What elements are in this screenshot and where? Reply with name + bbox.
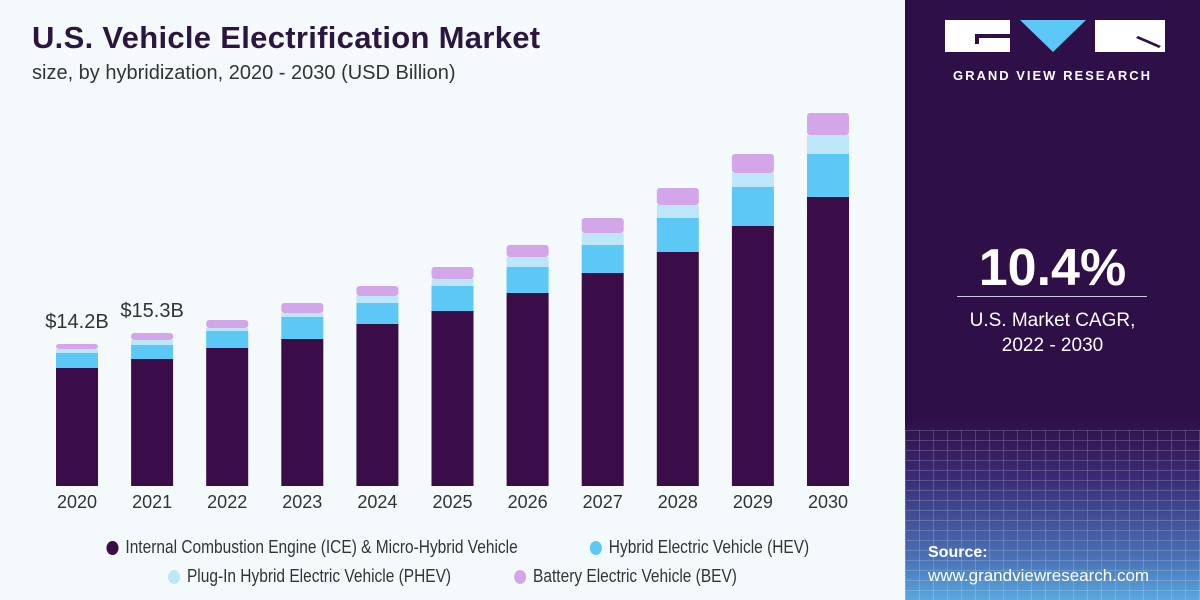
x-tick-label: 2026 — [508, 492, 548, 512]
legend-item-bev: Battery Electric Vehicle (BEV) — [513, 566, 737, 587]
bar-segment-ice-2028 — [656, 252, 699, 486]
x-tick-label: 2025 — [432, 492, 472, 512]
bar-segment-hev-2021 — [131, 345, 174, 359]
legend-item-ice: Internal Combustion Engine (ICE) & Micro… — [106, 537, 518, 558]
bar-segment-ice-2020 — [56, 368, 98, 486]
bar-segment-bev-2028 — [656, 188, 699, 205]
legend-swatch-hev — [589, 540, 602, 555]
x-tick-label: 2022 — [207, 492, 247, 512]
bar-segment-bev-2024 — [356, 286, 399, 296]
bar-segment-ice-2030 — [807, 197, 849, 486]
data-label-total: $15.3B — [120, 300, 183, 322]
bar-segment-ice-2022 — [206, 348, 249, 486]
divider — [957, 296, 1147, 297]
bar-segment-bev-2030 — [807, 113, 849, 135]
bar-segment-hev-2025 — [431, 286, 474, 311]
x-tick-label: 2020 — [57, 492, 97, 512]
legend-row-2: Plug-In Hybrid Electric Vehicle (PHEV) B… — [0, 566, 900, 589]
bar-segment-ice-2024 — [356, 324, 399, 486]
bar-segment-bev-2027 — [581, 218, 624, 233]
side-panel: GRAND VIEW RESEARCH 10.4% U.S. Market CA… — [905, 0, 1200, 600]
bar-segment-ice-2023 — [281, 339, 324, 486]
bar-segment-hev-2020 — [56, 353, 98, 368]
cagr-label: U.S. Market CAGR, 2022 - 2030 — [905, 308, 1200, 358]
bar-segment-phev-2026 — [506, 257, 549, 267]
cagr-label-line-2: 2022 - 2030 — [1001, 335, 1104, 356]
legend-swatch-bev — [513, 569, 526, 584]
bar-segment-bev-2026 — [506, 245, 549, 257]
bar-segment-hev-2027 — [581, 245, 624, 273]
bar-segment-ice-2026 — [506, 293, 549, 486]
x-tick-label: 2023 — [282, 492, 322, 512]
bar-segment-phev-2024 — [356, 296, 399, 303]
chart-title: U.S. Vehicle Electrification Market — [32, 20, 541, 55]
bar-segment-phev-2023 — [281, 313, 324, 317]
x-tick-label: 2024 — [357, 492, 397, 512]
bar-segment-ice-2027 — [581, 273, 624, 486]
bar-segment-phev-2022 — [206, 328, 249, 331]
bar-segment-ice-2025 — [431, 311, 474, 486]
bar-segment-hev-2029 — [731, 187, 774, 226]
bar-segment-bev-2022 — [206, 320, 249, 328]
grand-view-research-logo — [945, 20, 1165, 52]
bar-segment-bev-2029 — [731, 154, 774, 173]
x-tick-label: 2029 — [733, 492, 773, 512]
source-url[interactable]: www.grandviewresearch.com — [928, 566, 1150, 585]
bar-segment-hev-2022 — [206, 331, 249, 348]
legend-swatch-phev — [168, 569, 181, 584]
bar-segment-phev-2025 — [431, 279, 474, 286]
bar-segment-bev-2021 — [131, 333, 174, 340]
legend-item-hev: Hybrid Electric Vehicle (HEV) — [589, 537, 810, 558]
brand-name: GRAND VIEW RESEARCH — [952, 68, 1153, 83]
x-tick-label: 2021 — [132, 492, 172, 512]
bar-segment-bev-2023 — [281, 303, 324, 313]
bar-segment-phev-2021 — [131, 340, 174, 345]
bar-segment-hev-2030 — [807, 154, 849, 197]
bar-segment-phev-2030 — [807, 135, 849, 154]
bar-segment-phev-2028 — [656, 205, 699, 218]
chart-subtitle: size, by hybridization, 2020 - 2030 (USD… — [32, 62, 456, 84]
bar-segment-phev-2027 — [581, 233, 624, 245]
legend-label: Plug-In Hybrid Electric Vehicle (PHEV) — [187, 566, 452, 586]
bar-segment-hev-2028 — [656, 218, 699, 252]
legend-swatch-ice — [106, 540, 119, 555]
legend-row-1: Internal Combustion Engine (ICE) & Micro… — [0, 537, 900, 560]
legend-label: Hybrid Electric Vehicle (HEV) — [608, 537, 810, 557]
decorative-grid — [905, 430, 1200, 600]
legend-item-phev: Plug-In Hybrid Electric Vehicle (PHEV) — [168, 566, 451, 587]
bar-segment-hev-2023 — [281, 317, 324, 339]
source-label: Source: — [928, 544, 988, 561]
bar-segment-hev-2026 — [506, 267, 549, 293]
bar-segment-ice-2029 — [731, 226, 774, 486]
bar-segment-bev-2025 — [431, 267, 474, 279]
cagr-value: 10.4% — [978, 239, 1127, 297]
bar-segment-phev-2020 — [56, 349, 98, 353]
legend-label: Internal Combustion Engine (ICE) & Micro… — [125, 537, 518, 557]
bar-segment-hev-2024 — [356, 303, 399, 324]
legend-label: Battery Electric Vehicle (BEV) — [532, 566, 737, 586]
bar-segment-bev-2020 — [56, 344, 98, 349]
stacked-bar-chart: 2020 $14.2B 2021 $15.3B 2022 2023 2024 2025 2026… — [45, 113, 849, 512]
x-tick-label: 2028 — [658, 492, 698, 512]
x-tick-label: 2027 — [583, 492, 623, 512]
cagr-label-line-1: U.S. Market CAGR, — [969, 310, 1136, 331]
x-tick-label: 2030 — [808, 492, 848, 512]
bar-segment-ice-2021 — [131, 359, 174, 486]
bar-segment-phev-2029 — [731, 173, 774, 187]
data-label-total: $14.2B — [45, 311, 108, 333]
